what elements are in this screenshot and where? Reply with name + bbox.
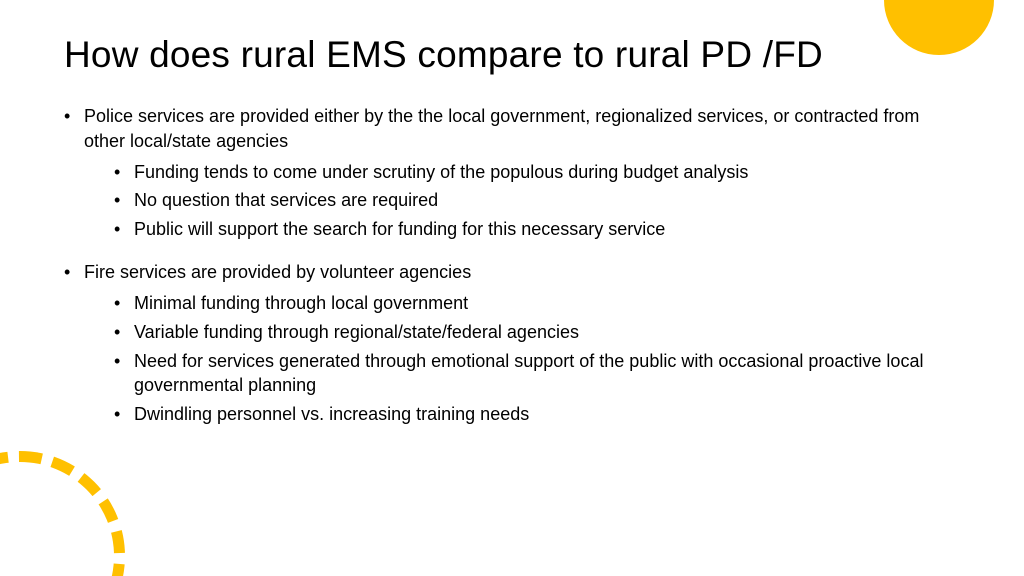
sub-bullet-text: Minimal funding through local government bbox=[134, 293, 468, 313]
sub-bullet-list: Funding tends to come under scrutiny of … bbox=[84, 160, 960, 242]
sub-bullet-item: Minimal funding through local government bbox=[114, 291, 960, 316]
sub-bullet-item: Funding tends to come under scrutiny of … bbox=[114, 160, 960, 185]
sub-bullet-item: Need for services generated through emot… bbox=[114, 349, 960, 399]
sub-bullet-text: Dwindling personnel vs. increasing train… bbox=[134, 404, 529, 424]
sub-bullet-text: No question that services are required bbox=[134, 190, 438, 210]
sub-bullet-list: Minimal funding through local government… bbox=[84, 291, 960, 427]
sub-bullet-text: Funding tends to come under scrutiny of … bbox=[134, 162, 748, 182]
bullet-text: Police services are provided either by t… bbox=[84, 106, 919, 151]
sub-bullet-item: Variable funding through regional/state/… bbox=[114, 320, 960, 345]
slide-title: How does rural EMS compare to rural PD /… bbox=[64, 34, 960, 76]
sub-bullet-item: Dwindling personnel vs. increasing train… bbox=[114, 402, 960, 427]
bullet-item: Fire services are provided by volunteer … bbox=[64, 260, 960, 427]
slide-body: Police services are provided either by t… bbox=[64, 104, 960, 427]
sub-bullet-item: Public will support the search for fundi… bbox=[114, 217, 960, 242]
sub-bullet-item: No question that services are required bbox=[114, 188, 960, 213]
slide-content: How does rural EMS compare to rural PD /… bbox=[0, 0, 1024, 576]
bullet-text: Fire services are provided by volunteer … bbox=[84, 262, 471, 282]
bullet-list: Police services are provided either by t… bbox=[64, 104, 960, 427]
bullet-item: Police services are provided either by t… bbox=[64, 104, 960, 242]
sub-bullet-text: Variable funding through regional/state/… bbox=[134, 322, 579, 342]
sub-bullet-text: Need for services generated through emot… bbox=[134, 351, 923, 396]
sub-bullet-text: Public will support the search for fundi… bbox=[134, 219, 665, 239]
